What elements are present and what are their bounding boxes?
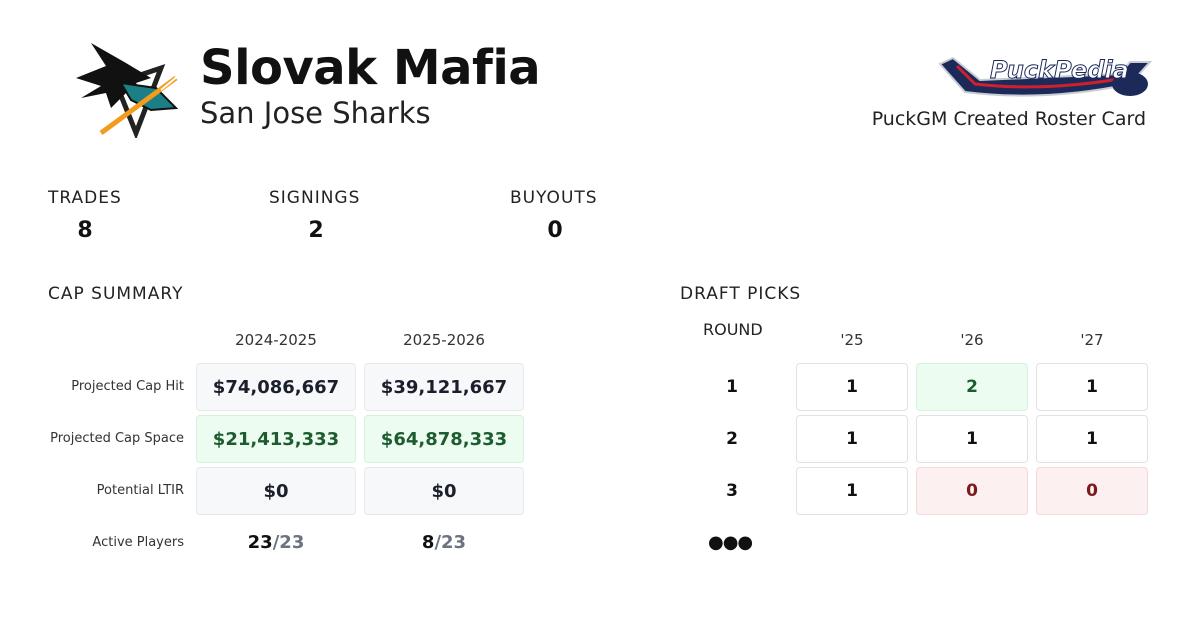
more-rounds-indicator: ●●● [708,532,753,553]
cap-row-label: Potential LTIR [96,483,184,498]
trades-value: 8 [77,218,93,243]
buyouts-value: 0 [547,218,563,243]
signings-label: SIGNINGS [269,188,361,208]
ltir-cell: $0 [196,467,356,515]
pick-cell: 1 [796,467,908,515]
pick-cell: 0 [1036,467,1148,515]
pick-cell: 1 [796,415,908,463]
active-max: /23 [434,532,467,553]
cap-row-label: Projected Cap Hit [71,379,184,394]
cap-hit-cell: $74,086,667 [196,363,356,411]
year-header: '25 [840,331,864,349]
round-number: 1 [726,377,738,397]
round-number: 3 [726,481,738,501]
active-players-value: 23/23 [196,532,356,553]
active-max: /23 [272,532,305,553]
cap-col-header: 2024-2025 [235,331,317,349]
team-logo [66,38,186,140]
cap-row-label: Projected Cap Space [50,431,184,446]
draft-picks-title: DRAFT PICKS [680,284,802,304]
puckpedia-logo: PuckPedia [935,44,1155,102]
active-players-label: Active Players [92,535,184,550]
team-name: Slovak Mafia [200,40,541,96]
cap-space-cell: $64,878,333 [364,415,524,463]
tagline: PuckGM Created Roster Card [871,108,1146,130]
pick-cell: 1 [916,415,1028,463]
brand-text: PuckPedia [990,56,1129,84]
pick-cell: 1 [1036,415,1148,463]
active-count: 8 [421,532,435,553]
cap-col-header: 2025-2026 [403,331,485,349]
ltir-cell: $0 [364,467,524,515]
year-header: '27 [1080,331,1104,349]
active-players-value: 8/23 [364,532,524,553]
pick-cell: 0 [916,467,1028,515]
pick-cell: 2 [916,363,1028,411]
team-subtitle: San Jose Sharks [200,96,431,130]
signings-value: 2 [308,218,324,243]
pick-cell: 1 [1036,363,1148,411]
round-number: 2 [726,429,738,449]
active-count: 23 [247,532,273,553]
cap-summary-title: CAP SUMMARY [48,284,184,304]
year-header: '26 [960,331,984,349]
pick-cell: 1 [796,363,908,411]
cap-hit-cell: $39,121,667 [364,363,524,411]
trades-label: TRADES [48,188,122,208]
cap-space-cell: $21,413,333 [196,415,356,463]
round-header: ROUND [703,320,763,339]
buyouts-label: BUYOUTS [510,188,598,208]
